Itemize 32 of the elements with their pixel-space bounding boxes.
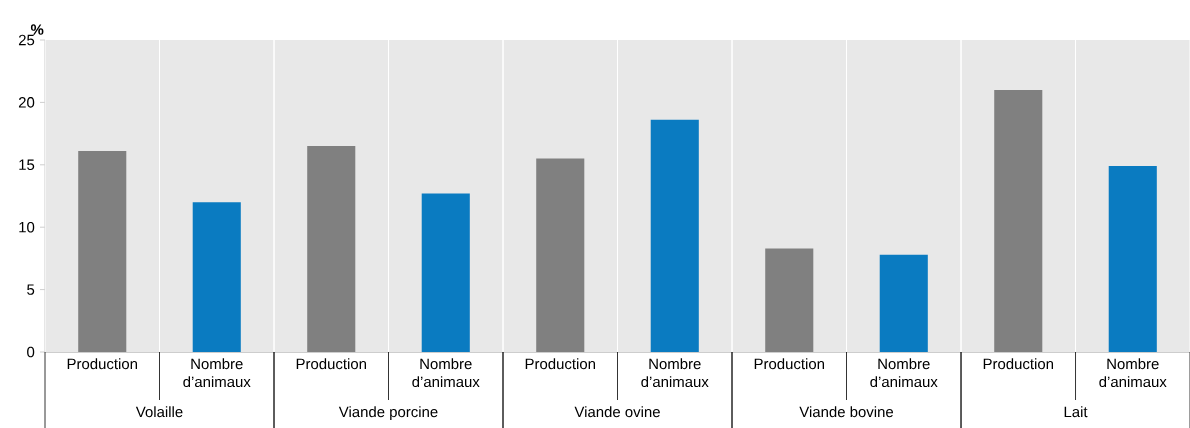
- text: Production: [754, 358, 825, 370]
- bar: [650, 119, 699, 352]
- text: Nombre d’animaux: [412, 358, 480, 388]
- y-tick-label: 10: [19, 221, 35, 233]
- text: Production: [983, 358, 1054, 370]
- bar: [192, 202, 241, 352]
- bar: [879, 254, 928, 352]
- text: Production: [296, 358, 366, 370]
- text: Production: [525, 358, 596, 370]
- y-tick-label: 25: [18, 34, 35, 46]
- text: Nombre d’animaux: [1099, 358, 1167, 388]
- series-label: Nombre d’animaux: [641, 358, 709, 388]
- y-axis-title: %: [30, 24, 44, 35]
- bar: [765, 248, 814, 352]
- x-tick-label: Viande ovine: [574, 406, 660, 418]
- bar: [1108, 166, 1157, 352]
- x-tick-label: Viande porcine: [338, 406, 438, 421]
- x-tick-label: Viande bovine: [799, 406, 894, 418]
- bar: [536, 158, 585, 352]
- y-tick-label: 15: [19, 159, 35, 171]
- y-tick-label: 5: [27, 284, 35, 295]
- y-tick-label: 20: [18, 97, 35, 108]
- text: Nombre d’animaux: [183, 358, 251, 388]
- x-tick-label: Lait: [1064, 406, 1088, 418]
- text: Nombre d’animaux: [870, 358, 938, 388]
- bar: [78, 151, 127, 352]
- bar: [421, 193, 470, 352]
- bar: [994, 89, 1043, 352]
- bar: [307, 146, 356, 352]
- x-tick-label: Volaille: [135, 406, 183, 418]
- y-tick-label: 0: [27, 346, 35, 358]
- series-label: Production: [67, 358, 137, 370]
